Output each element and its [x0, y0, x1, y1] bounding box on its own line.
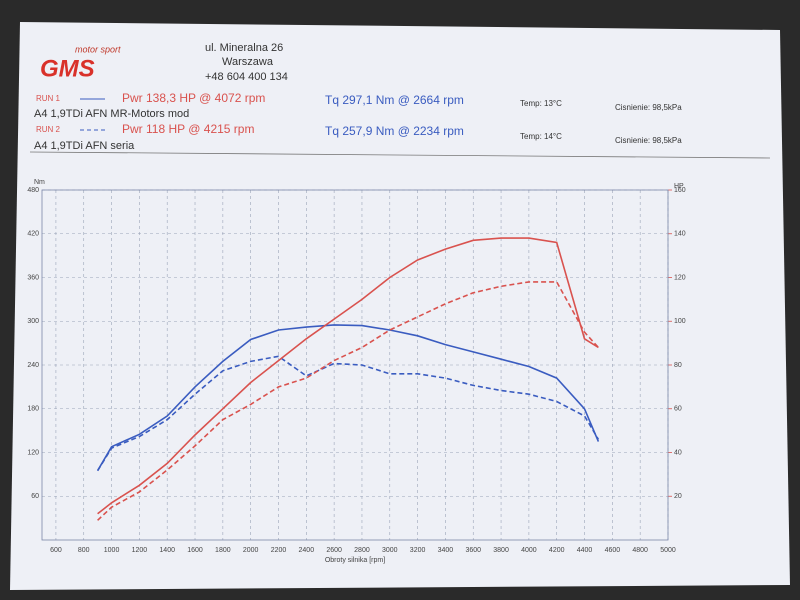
- x-tick-label: 4800: [632, 547, 648, 554]
- curve: [97, 237, 599, 515]
- x-tick-label: 1800: [215, 547, 231, 554]
- curve: [96, 324, 600, 472]
- y2-tick-label: 20: [674, 493, 682, 500]
- x-tick-label: 3600: [465, 547, 481, 554]
- y-tick-label: 240: [27, 362, 39, 369]
- city: Warszawa: [222, 56, 274, 68]
- y2-tick-label: 160: [674, 187, 686, 194]
- y2-tick-label: 140: [674, 231, 686, 238]
- run-torque: Tq 257,9 Nm @ 2234 rpm: [325, 124, 464, 138]
- x-tick-label: 3200: [410, 547, 426, 554]
- y-tick-label: 180: [27, 406, 39, 413]
- y-axis-label: Nm: [34, 179, 45, 186]
- x-tick-label: 4400: [577, 547, 593, 554]
- x-tick-label: 4000: [521, 547, 537, 554]
- x-tick-label: 2000: [243, 547, 259, 554]
- brand: motor sport: [75, 44, 121, 54]
- x-tick-label: 800: [78, 547, 90, 554]
- run-torque: Tq 297,1 Nm @ 2664 rpm: [325, 93, 464, 107]
- y2-axis-label: HP: [674, 183, 684, 190]
- x-tick-label: 4200: [549, 547, 565, 554]
- x-tick-label: 2400: [299, 547, 315, 554]
- run-temp: Temp: 14°C: [520, 132, 562, 141]
- y2-tick-label: 60: [674, 406, 682, 413]
- run-power: Pwr 138,3 HP @ 4072 rpm: [122, 91, 265, 105]
- x-axis-label: Obroty silnika [rpm]: [325, 557, 385, 564]
- phone: +48 604 400 134: [205, 71, 288, 83]
- y-tick-label: 420: [27, 231, 39, 238]
- x-tick-label: 3000: [382, 547, 398, 554]
- y2-tick-label: 120: [674, 274, 686, 281]
- x-tick-label: 600: [50, 547, 62, 554]
- x-tick-label: 2600: [326, 547, 342, 554]
- run-power: Pwr 118 HP @ 4215 rpm: [122, 122, 254, 136]
- run-car: A4 1,9TDi AFN seria: [34, 140, 135, 152]
- x-tick-label: 1200: [132, 547, 148, 554]
- y-tick-label: 480: [27, 187, 39, 194]
- paper: [10, 22, 790, 590]
- run-label: RUN 1: [36, 94, 61, 103]
- address: ul. Mineralna 26: [205, 42, 283, 54]
- x-tick-label: 2800: [354, 547, 370, 554]
- logo: GMS: [40, 55, 95, 82]
- run-car: A4 1,9TDi AFN MR-Motors mod: [34, 108, 189, 120]
- x-tick-label: 1600: [187, 547, 203, 554]
- plot-frame: [41, 189, 669, 541]
- y2-tick-label: 40: [674, 449, 682, 456]
- curve: [97, 281, 599, 521]
- run-temp: Temp: 13°C: [520, 99, 562, 108]
- x-tick-label: 4600: [605, 547, 621, 554]
- x-tick-label: 3400: [438, 547, 454, 554]
- y2-tick-label: 100: [674, 318, 686, 325]
- run-pressure: Cisnienie: 98,5kPa: [615, 103, 682, 112]
- x-tick-label: 5000: [660, 547, 676, 554]
- y2-tick-label: 80: [674, 362, 682, 369]
- x-tick-label: 1400: [159, 547, 175, 554]
- x-tick-label: 1000: [104, 547, 120, 554]
- y-tick-label: 120: [27, 449, 39, 456]
- y-tick-label: 300: [27, 318, 39, 325]
- x-tick-label: 2200: [271, 547, 287, 554]
- run-pressure: Cisnienie: 98,5kPa: [615, 136, 682, 145]
- x-tick-label: 3800: [493, 547, 509, 554]
- curve: [96, 355, 600, 472]
- y-tick-label: 360: [27, 274, 39, 281]
- run-label: RUN 2: [36, 125, 61, 134]
- y-tick-label: 60: [31, 493, 39, 500]
- separator: [29, 151, 771, 159]
